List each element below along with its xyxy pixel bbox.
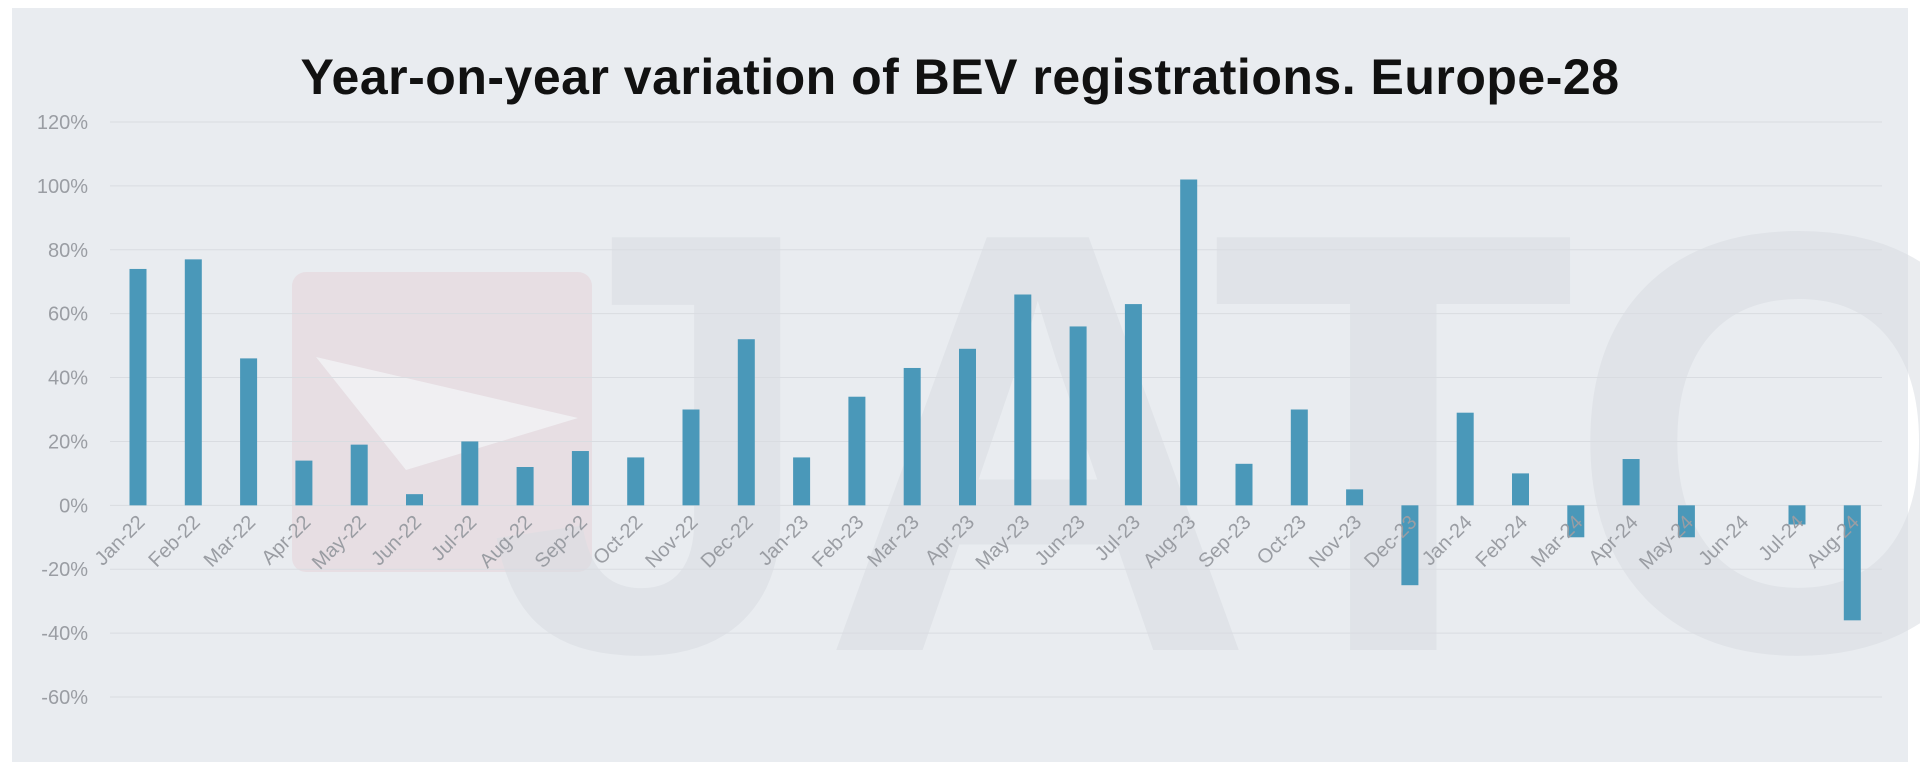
bar bbox=[295, 460, 313, 506]
bar bbox=[1124, 304, 1142, 506]
bar bbox=[1069, 326, 1087, 506]
bar bbox=[240, 358, 258, 506]
bar bbox=[627, 457, 645, 506]
bar bbox=[1788, 505, 1806, 525]
bar bbox=[571, 451, 589, 506]
bar bbox=[1180, 179, 1198, 506]
bar bbox=[1567, 505, 1585, 538]
x-tick-label: Jan-22 bbox=[91, 511, 150, 570]
bar bbox=[682, 409, 700, 506]
bar bbox=[1843, 505, 1861, 621]
y-tick-label: 40% bbox=[48, 368, 88, 390]
y-tick-label: 120% bbox=[37, 112, 88, 134]
bar bbox=[793, 457, 811, 506]
logo-arrow-shape bbox=[316, 357, 578, 470]
logo-wordmark: JATO bbox=[488, 108, 1920, 778]
x-tick-label: Mar-22 bbox=[200, 511, 260, 571]
bar bbox=[1677, 505, 1695, 538]
bar bbox=[350, 444, 368, 506]
y-tick-label: -40% bbox=[41, 623, 88, 645]
bar bbox=[1235, 463, 1253, 506]
bars bbox=[129, 179, 1861, 621]
bar bbox=[1014, 294, 1032, 506]
bar bbox=[903, 367, 921, 506]
bar bbox=[737, 339, 755, 506]
y-axis-ticks: 120% 100% 80% 60% 40% 20% 0% -20% -40% -60% bbox=[37, 112, 88, 709]
y-tick-label: 80% bbox=[48, 240, 88, 262]
y-tick-label: 60% bbox=[48, 304, 88, 326]
bar bbox=[1622, 459, 1640, 506]
y-tick-label: 20% bbox=[48, 431, 88, 453]
bar bbox=[184, 259, 202, 506]
bar bbox=[1290, 409, 1308, 506]
y-tick-label: -20% bbox=[41, 559, 88, 581]
y-tick-label: 0% bbox=[59, 495, 88, 517]
y-tick-label: 100% bbox=[37, 176, 88, 198]
bar bbox=[129, 268, 147, 506]
y-tick-label: -60% bbox=[41, 687, 88, 709]
bar bbox=[1512, 473, 1529, 506]
bar bbox=[1456, 412, 1474, 506]
jato-logo-watermark: JATO bbox=[292, 108, 1920, 778]
bar bbox=[461, 441, 479, 506]
bar bbox=[848, 396, 866, 506]
bar bbox=[406, 494, 423, 506]
bar bbox=[1346, 489, 1364, 506]
bar bbox=[516, 467, 534, 506]
gridlines bbox=[110, 121, 1882, 698]
x-tick-label: Feb-22 bbox=[144, 511, 204, 571]
bar bbox=[959, 348, 976, 506]
bar bbox=[1401, 505, 1419, 586]
chart-title: Year-on-year variation of BEV registrati… bbox=[300, 49, 1620, 105]
